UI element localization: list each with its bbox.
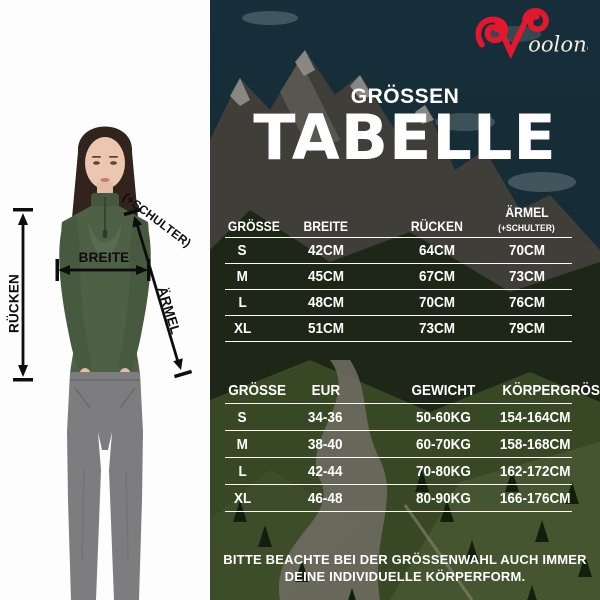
model-photo-panel: BREITE RÜCKEN ÄRMEL (+SCHULTER) (0, 0, 210, 600)
cell: 70CM (418, 294, 455, 311)
cell: S (237, 408, 247, 426)
col-ruecken: RÜCKEN (410, 218, 463, 234)
woolona-logo: oolona (475, 8, 588, 60)
cell: 73CM (508, 268, 545, 285)
cell: 60-70KG (416, 435, 471, 453)
table-row: M 45CM 67CM 73CM (225, 264, 572, 290)
model-photo (59, 126, 151, 600)
table-row: S 42CM 64CM 70CM (225, 238, 572, 264)
col-aermel-sub: (+SCHULTER) (498, 222, 556, 234)
woolona-logo-text: oolona (528, 31, 588, 56)
table-row: M 38-40 60-70KG 158-168CM (225, 431, 572, 458)
cell: L (238, 462, 247, 480)
size-advice-note: BITTE BEACHTE BEI DER GRÖSSENWAHL AUCH I… (210, 552, 600, 585)
note-line-1: BITTE BEACHTE BEI DER GRÖSSENWAHL AUCH I… (223, 552, 587, 567)
cell: 79CM (508, 320, 545, 337)
cell: 50-60KG (416, 408, 471, 426)
mountain-landscape-background (210, 0, 600, 600)
cell: L (238, 294, 247, 311)
table-row: XL 51CM 73CM 79CM (225, 316, 572, 342)
cell: 166-176CM (499, 489, 571, 507)
cell: 51CM (307, 320, 344, 337)
cell: M (236, 268, 248, 285)
cell: 46-48 (308, 489, 343, 507)
col-aermel: ÄRMEL (505, 204, 549, 220)
cell: 67CM (418, 268, 455, 285)
woolona-logo-w-icon (475, 8, 549, 60)
cell: 42-44 (308, 462, 343, 480)
cell: 34-36 (308, 408, 343, 426)
cell: 70CM (508, 242, 545, 259)
page-title: TABELLE (253, 101, 557, 174)
measurements-table-header: GRÖSSE BREITE RÜCKEN ÄRMEL (+SCHULTER) (225, 202, 572, 238)
col-groesse: GRÖSSE (227, 218, 280, 234)
col-gewicht: GEWICHT (411, 381, 476, 399)
cell: 38-40 (308, 435, 343, 453)
col-eur: EUR (311, 381, 340, 399)
cell: 80-90KG (416, 489, 471, 507)
measurements-table: GRÖSSE BREITE RÜCKEN ÄRMEL (+SCHULTER) S… (225, 202, 572, 342)
cell: 64CM (418, 242, 455, 259)
col-groesse: GRÖSSE (228, 381, 286, 399)
col-koerpergroesse: KÖRPERGRÖSSE (502, 381, 600, 399)
table-row: S 34-36 50-60KG 154-164CM (225, 404, 572, 431)
cell: 42CM (307, 242, 344, 259)
table-row: XL 46-48 80-90KG 166-176CM (225, 485, 572, 512)
title-group: GRÖSSEN TABELLE (210, 85, 600, 174)
table-row: L 48CM 70CM 76CM (225, 290, 572, 316)
cell: S (237, 242, 247, 259)
ruecken-measure-label: RÜCKEN (6, 274, 22, 333)
cell: XL (233, 320, 251, 337)
cell: 73CM (418, 320, 455, 337)
table-row: L 42-44 70-80KG 162-172CM (225, 458, 572, 485)
fit-table: GRÖSSE EUR GEWICHT KÖRPERGRÖSSE S 34-36 … (225, 378, 600, 512)
fit-table-header: GRÖSSE EUR GEWICHT KÖRPERGRÖSSE (225, 378, 600, 404)
measurement-arrows (13, 207, 193, 382)
cell: XL (233, 489, 251, 507)
cell: 70-80KG (416, 462, 471, 480)
note-line-2: DEINE INDIVIDUELLE KÖRPERFORM. (284, 568, 526, 584)
cell: 48CM (307, 294, 344, 311)
cell: 162-172CM (499, 462, 571, 480)
info-panel: oolona GRÖSSEN TABELLE GRÖSSE BREITE RÜC… (210, 0, 600, 600)
breite-measure-label: BREITE (78, 250, 130, 265)
cell: M (236, 435, 248, 453)
cell: 158-168CM (499, 435, 571, 453)
cell: 45CM (307, 268, 344, 285)
col-breite: BREITE (303, 218, 348, 234)
cell: 154-164CM (499, 408, 571, 426)
cell: 76CM (508, 294, 545, 311)
title-kicker: GRÖSSEN (350, 85, 460, 108)
